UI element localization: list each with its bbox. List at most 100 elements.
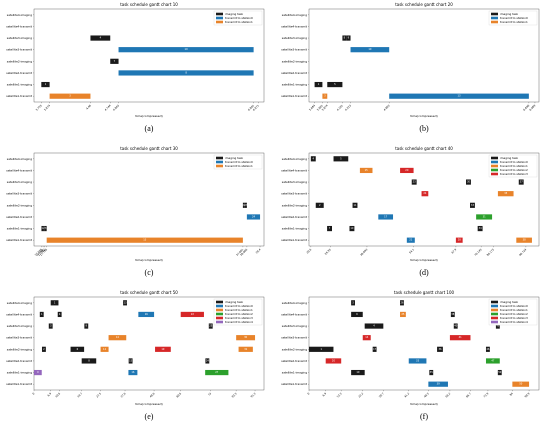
task-label: 2 — [319, 204, 321, 207]
x-tick-label: 4.803 — [383, 103, 391, 111]
task-bar — [408, 358, 427, 364]
x-tick-label: 37.661 — [235, 247, 244, 256]
task-label: 38 — [523, 239, 527, 242]
caption: (d) — [419, 268, 429, 277]
task-label: 7 — [329, 227, 331, 230]
task-label: 41 — [459, 336, 463, 339]
caption: (b) — [419, 124, 429, 133]
task-bar — [485, 358, 500, 364]
task-bar — [518, 179, 524, 185]
task-label: 50 — [498, 371, 502, 374]
task-bar — [351, 300, 355, 306]
task-label: 1 — [318, 83, 320, 86]
task-label: 39 — [437, 383, 441, 386]
row-label: satellite1-transmit — [281, 382, 308, 386]
legend-swatch — [491, 300, 498, 304]
task-bar — [44, 225, 47, 232]
task-bar — [246, 214, 261, 220]
task-bar — [46, 237, 243, 243]
task-bar — [400, 167, 414, 174]
legend-swatch — [491, 156, 498, 160]
x-tick-label: 41.2 — [403, 391, 410, 398]
task-label: 22 — [191, 313, 195, 316]
task-bar — [372, 346, 377, 352]
legend-swatch — [216, 16, 223, 20]
row-label: satellite4-imaging — [7, 13, 32, 17]
task-bar — [48, 323, 53, 329]
row-label: satellite3-imaging — [282, 324, 307, 328]
legend-label: transmit to station1 — [500, 164, 528, 168]
task-bar — [314, 81, 323, 88]
task-bar — [118, 70, 254, 76]
row-label: satellite4-transmit — [281, 24, 308, 28]
legend-label: transmit to station1 — [225, 20, 253, 24]
task-bar — [108, 335, 127, 341]
task-bar — [449, 335, 471, 341]
task-label: 5 — [340, 157, 342, 160]
row-label: satellite1-transmit — [281, 238, 308, 242]
x-tick-label: 6.9 — [321, 391, 327, 397]
row-label: satellite2-imaging — [282, 203, 307, 207]
x-tick-label: 83.5 — [231, 391, 238, 398]
task-label: 2 — [43, 227, 45, 230]
task-label: 40 — [454, 325, 458, 328]
task-bar — [495, 323, 500, 329]
task-label: 10 — [350, 227, 354, 230]
x-tick-label: 22.2 — [357, 391, 364, 398]
task-bar — [50, 300, 59, 306]
legend-label: imaging task — [500, 12, 518, 16]
x-tick-label: 4.101 — [336, 103, 344, 111]
row-label: satellite4-imaging — [282, 13, 307, 17]
task-label: 3 — [352, 301, 354, 304]
chart-title: task schedule gantt chart 20 — [395, 2, 453, 7]
task-bar — [81, 358, 97, 364]
task-bar — [359, 167, 373, 174]
x-tick-label: 76.145 — [473, 247, 482, 256]
row-label: satellite2-transmit — [281, 359, 308, 363]
task-bar — [400, 311, 406, 318]
task-label: 15 — [365, 169, 369, 172]
task-label: 31 — [483, 215, 487, 218]
x-axis-label: time(compressed) — [135, 258, 162, 262]
task-label: 9 — [356, 313, 358, 316]
task-bar — [84, 323, 89, 329]
task-label: 30 — [244, 336, 248, 339]
task-label: 4 — [100, 37, 102, 40]
task-label: 46 — [486, 348, 490, 351]
task-label: 3 — [50, 325, 52, 328]
x-tick-label: 54.1 — [408, 247, 415, 254]
x-axis-label: time(compressed) — [135, 114, 162, 118]
row-label: satellite1-imaging — [7, 371, 32, 375]
x-tick-label: 20.6 — [305, 247, 312, 254]
plot-frame — [33, 152, 265, 247]
x-tick-label: 10.6 — [54, 391, 61, 398]
legend-swatch — [491, 320, 498, 324]
x-tick-label: 4.744 — [104, 103, 112, 111]
legend-swatch — [491, 160, 498, 164]
x-tick-label: 17.582 — [37, 247, 46, 256]
legend-swatch — [216, 164, 223, 168]
task-label: 49 — [496, 325, 500, 328]
row-label: satellite3-imaging — [282, 36, 307, 40]
task-label: 7 — [114, 60, 116, 63]
legend-swatch — [491, 168, 498, 172]
task-bar — [333, 156, 349, 162]
legend-label: transmit to station0 — [500, 304, 528, 308]
task-bar — [411, 179, 417, 185]
row-label: satellite2-transmit — [281, 215, 308, 219]
legend-label: transmit to station3 — [225, 316, 253, 320]
task-label: 3 — [69, 95, 71, 98]
chart-title: task schedule gantt chart 30 — [120, 146, 178, 151]
task-label: 33 — [471, 204, 475, 207]
task-bar — [205, 369, 229, 376]
legend-label: transmit to station2 — [500, 312, 528, 316]
task-bar — [497, 369, 502, 376]
task-label: 25 — [209, 325, 213, 328]
legend-label: transmit to station1 — [500, 308, 528, 312]
x-tick-label: 4.46 — [85, 103, 92, 110]
x-tick-label: 80.173 — [486, 247, 495, 256]
task-label: 25 — [401, 313, 405, 316]
task-bar — [236, 335, 256, 341]
task-label: 27 — [215, 371, 219, 374]
